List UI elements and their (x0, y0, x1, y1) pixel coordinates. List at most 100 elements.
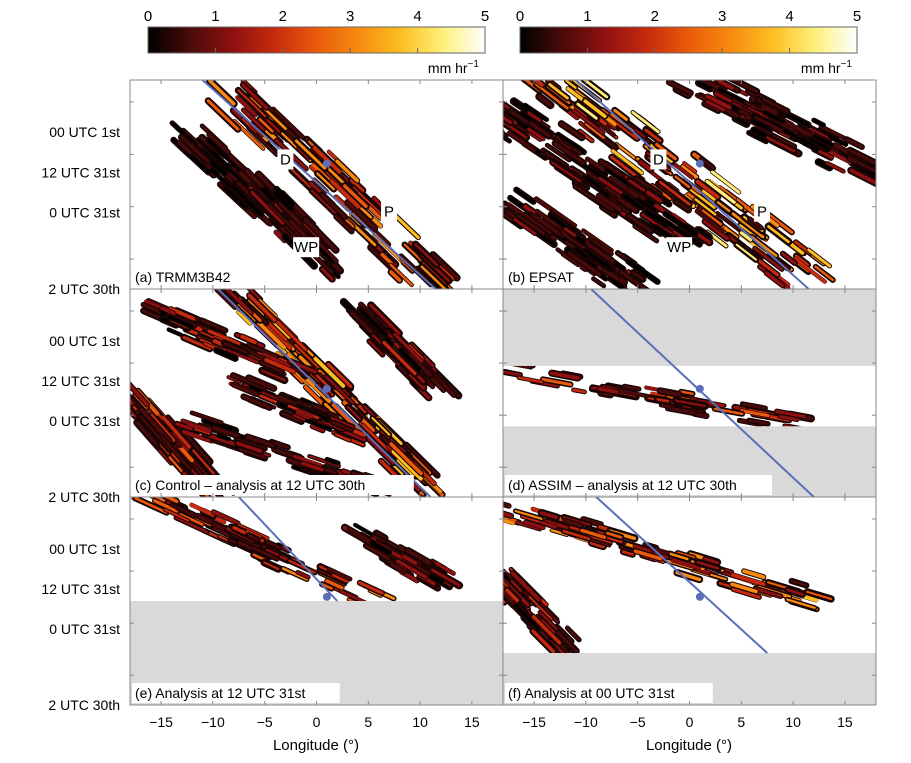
precip-core (762, 98, 789, 113)
panel-label-box (132, 267, 229, 287)
precip-core (784, 130, 817, 148)
precip-core (350, 178, 365, 193)
colorbar-tick-label: 2 (279, 8, 287, 25)
panel-plot-area: D P WP (169, 80, 461, 289)
precip-core (368, 589, 382, 597)
precip-core (617, 197, 638, 213)
precip-core (322, 467, 337, 475)
colorbar-right-gradient (519, 26, 858, 54)
precip-core (335, 159, 360, 183)
precip-core (523, 204, 536, 215)
precip-core (194, 427, 211, 435)
precip-core (608, 115, 639, 140)
precip-core (395, 559, 428, 579)
precip-core (605, 535, 623, 544)
precip-core (540, 520, 558, 529)
precip-core (714, 92, 733, 103)
precip-core (190, 411, 223, 424)
precip-core (507, 131, 536, 152)
precip-core (431, 253, 459, 280)
precip-core (368, 340, 384, 356)
precip-core (703, 557, 720, 565)
panel-label: (c) Control – analysis at 12 UTC 30th (135, 477, 365, 493)
precip-core (657, 215, 687, 236)
colorbar-tick-label: 1 (211, 8, 219, 25)
precip-core (200, 319, 227, 332)
precip-core (339, 590, 367, 605)
precip-core (641, 213, 675, 237)
precip-core (207, 132, 230, 154)
precip-core (563, 518, 583, 528)
precip-core (703, 219, 729, 241)
precip-core (312, 404, 328, 413)
precip-core (238, 447, 267, 459)
precip-core (255, 134, 278, 156)
precip-core (566, 626, 581, 642)
precip-core (408, 372, 426, 390)
precip-core (265, 320, 288, 342)
precip-core (596, 193, 622, 212)
precip-core (807, 248, 832, 268)
precip-core (551, 208, 577, 227)
x-axes: −15 −10 −5 0 5 10 15 −15 −10 −5 0 5 10 15 (149, 714, 853, 730)
precip-core (529, 122, 551, 138)
precip-core (130, 382, 149, 407)
precip-core (812, 118, 826, 127)
precip-core (667, 80, 693, 95)
precip-core (396, 459, 415, 477)
precip-core (141, 303, 160, 313)
precip-core (235, 95, 258, 117)
precip-core (718, 185, 737, 201)
precip-core (263, 561, 280, 570)
precip-core (638, 160, 653, 172)
precip-core (703, 102, 720, 113)
precip-core (296, 570, 310, 579)
precip-core (741, 402, 767, 410)
precip-core (320, 582, 333, 590)
trajectory-marker (322, 384, 331, 393)
panel-plot-area (503, 289, 876, 497)
precip-core (701, 189, 717, 202)
precip-core (754, 116, 783, 133)
x-tick-label: 15 (837, 714, 853, 730)
colorbar-right-unit: mm hr−1 (801, 59, 853, 76)
precip-core (632, 271, 644, 281)
precip-core (627, 214, 653, 233)
precip-core (816, 159, 832, 170)
precip-core (733, 405, 747, 411)
precip-core (358, 581, 384, 595)
precip-core (149, 413, 176, 442)
precip-core (246, 375, 276, 391)
precip-core (786, 588, 804, 596)
precip-core (371, 417, 391, 436)
precip-core (705, 179, 736, 204)
precip-core (631, 110, 660, 134)
precip-core (583, 99, 607, 118)
precip-core (393, 213, 420, 240)
precip-core (544, 519, 569, 530)
precip-core (535, 209, 561, 228)
precip-core (236, 441, 263, 453)
precip-core (730, 80, 759, 93)
precip-core (281, 412, 303, 423)
panel-a: D P WP (a) TRMM3B42 (129, 79, 504, 290)
precip-core (808, 138, 830, 150)
colorbar-left-ticks: 0 1 2 3 4 5 (144, 8, 489, 53)
panel-label: (b) EPSAT (508, 269, 574, 285)
precip-core (250, 96, 263, 109)
precip-core (161, 415, 196, 454)
colorbar-tick-label: 2 (651, 8, 659, 25)
precip-core (370, 540, 391, 555)
precip-core (163, 508, 190, 522)
precip-core (747, 131, 768, 143)
panel-plot-area: D P WP (503, 80, 876, 289)
precip-core (701, 209, 723, 226)
x-tick-label: 10 (412, 714, 428, 730)
precip-core (202, 418, 238, 433)
precip-core (602, 166, 629, 186)
precip-core (563, 516, 591, 526)
panel-label-box (505, 683, 713, 703)
x-axis-label-right: Longitude (°) (646, 737, 732, 754)
precip-core (580, 247, 612, 270)
precip-core (549, 371, 580, 380)
